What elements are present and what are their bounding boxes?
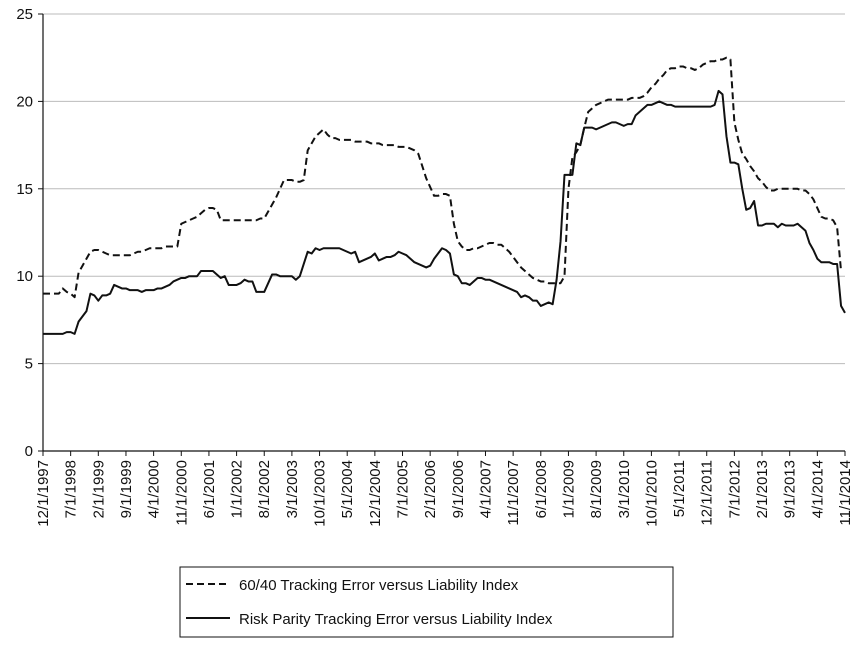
x-tick-label: 1/1/2009 [560, 460, 577, 518]
x-tick-label: 2/1/1999 [90, 460, 107, 518]
x-tick-label: 3/1/2003 [284, 460, 301, 518]
x-tick-label: 6/1/2008 [533, 460, 550, 518]
x-tick-label: 4/1/2014 [809, 460, 826, 518]
x-tick-label: 7/1/2005 [395, 460, 412, 518]
y-tick-label: 5 [25, 356, 33, 373]
legend-label: 60/40 Tracking Error versus Liability In… [239, 577, 519, 594]
x-tick-label: 9/1/2006 [450, 460, 467, 518]
x-tick-label: 3/1/2010 [616, 460, 633, 518]
x-tick-label: 2/1/2013 [754, 460, 771, 518]
x-tick-label: 12/1/1997 [35, 460, 52, 527]
legend-box [179, 566, 674, 638]
x-tick-label: 11/1/2007 [505, 460, 522, 526]
legend-label: Risk Parity Tracking Error versus Liabil… [239, 611, 553, 628]
x-tick-label: 8/1/2009 [588, 460, 605, 518]
y-tick-label: 15 [16, 181, 33, 198]
x-tick-label: 7/1/2012 [726, 460, 743, 518]
x-tick-label: 1/1/2002 [229, 460, 246, 518]
x-tick-label: 6/1/2001 [201, 460, 218, 518]
x-tick-label: 12/1/2011 [699, 460, 716, 526]
x-tick-label: 12/1/2004 [367, 460, 384, 527]
x-tick-label: 7/1/1998 [63, 460, 80, 518]
x-tick-label: 5/1/2011 [671, 460, 688, 517]
x-tick-label: 11/1/2014 [837, 460, 851, 526]
series-line [43, 89, 846, 335]
y-tick-label: 20 [16, 93, 33, 110]
y-tick-label: 0 [25, 443, 33, 460]
x-tick-label: 2/1/2006 [422, 460, 439, 518]
x-tick-label: 5/1/2004 [339, 460, 356, 518]
y-tick-label: 25 [16, 6, 33, 23]
x-tick-label: 8/1/2002 [256, 460, 273, 518]
x-tick-label: 9/1/2013 [782, 460, 799, 518]
x-tick-label: 10/1/2003 [312, 460, 329, 527]
x-tick-label: 4/1/2000 [146, 460, 163, 518]
x-tick-label: 4/1/2007 [477, 460, 494, 518]
y-tick-label: 10 [16, 268, 33, 285]
x-tick-label: 10/1/2010 [643, 460, 660, 527]
x-tick-label: 9/1/1999 [118, 460, 135, 518]
x-tick-label: 11/1/2000 [173, 460, 190, 526]
